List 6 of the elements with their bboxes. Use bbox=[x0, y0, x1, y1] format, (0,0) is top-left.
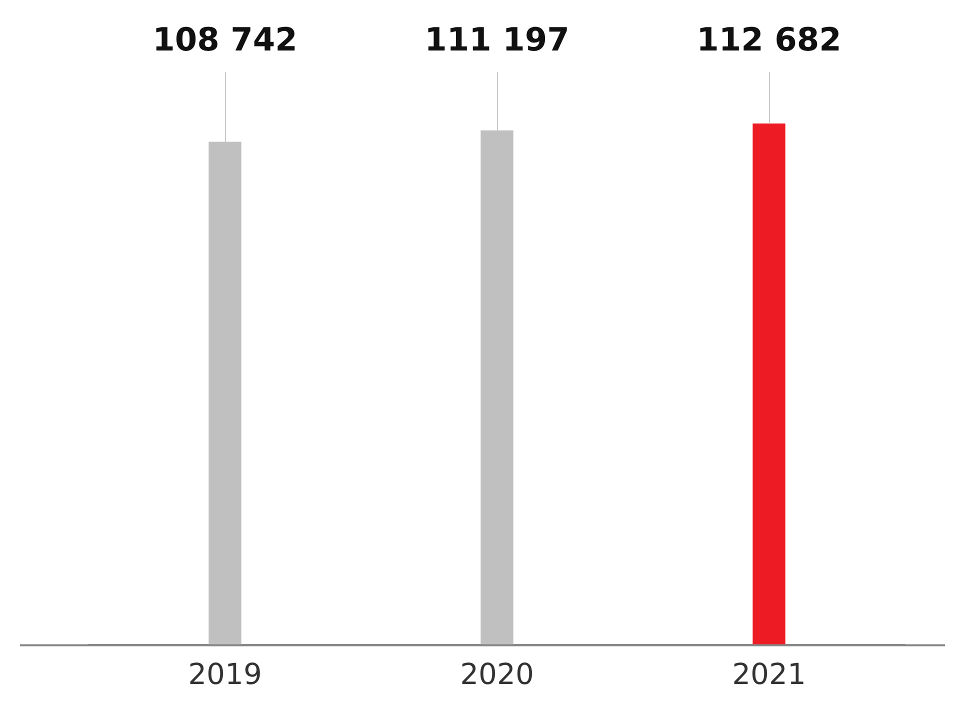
x-tick-label: 2021 bbox=[732, 657, 806, 692]
x-tick-label: 2020 bbox=[460, 657, 534, 692]
data-label: 108 742 bbox=[152, 20, 298, 58]
data-label: 111 197 bbox=[424, 20, 570, 58]
data-label: 112 682 bbox=[696, 20, 842, 58]
x-tick-label: 2019 bbox=[188, 657, 262, 692]
